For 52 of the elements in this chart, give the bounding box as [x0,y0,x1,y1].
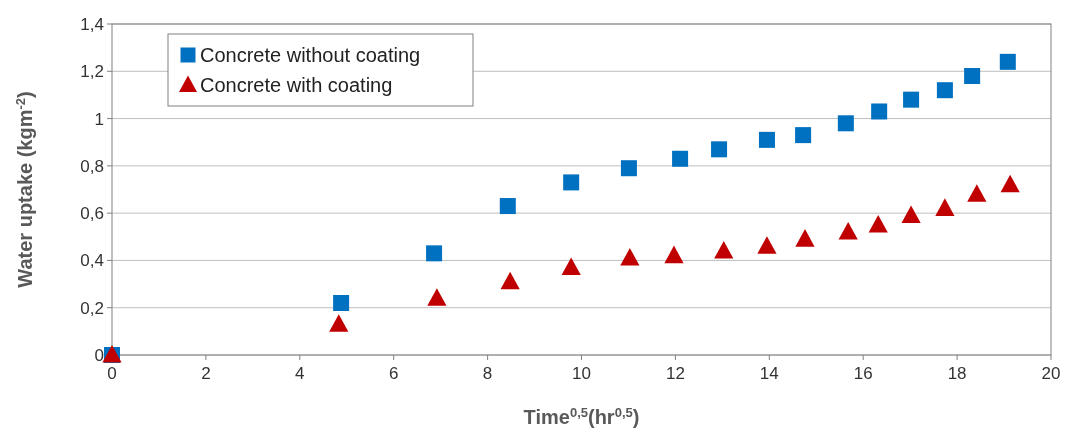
point [620,247,640,266]
point [711,141,728,158]
y-tick-label: 0 [94,345,104,365]
point [837,115,854,132]
point [903,91,920,108]
y-tick-label: 1,4 [80,14,104,34]
point [714,240,734,259]
point [333,294,350,311]
point [901,205,921,224]
point [935,198,955,216]
point [838,221,858,240]
x-tick-label: 20 [1041,364,1061,383]
x-axis-title: Time$^{0,5}$(hr$^{0,5}$) [523,404,640,428]
y-tick-label: 0,6 [80,204,104,224]
x-tick-label: 6 [388,364,399,383]
point [758,131,775,148]
x-tick-label: 16 [853,364,873,383]
x-tick-label: 14 [759,364,779,383]
point [563,174,580,191]
y-tick-label: 1 [94,109,104,129]
x-tick-label: 4 [295,364,305,383]
point [936,82,953,99]
y-tick-label: 0,4 [80,251,104,271]
point [757,236,777,254]
point [561,257,581,276]
point [999,53,1016,70]
point [967,184,987,202]
point [1000,174,1020,193]
x-tick-label: 2 [201,364,211,383]
y-tick-label: 1,2 [80,62,104,82]
point [672,150,689,167]
legend-label: Concrete without coating [200,44,421,66]
point [795,127,812,144]
point [795,229,815,247]
point [664,245,684,264]
x-tick-label: 10 [572,364,591,383]
point [620,160,637,177]
point [329,314,349,332]
x-tick-label: 12 [665,364,685,383]
point [868,214,888,233]
legend-label: Concrete with coating [200,74,393,96]
y-tick-label: 0,2 [80,298,104,318]
x-tick-label: 0 [107,364,117,383]
x-tick-label: 18 [947,364,967,383]
point [871,103,888,120]
point [426,245,443,262]
point [964,68,981,85]
point [499,198,516,215]
point [427,288,447,306]
y-tick-label: 0,8 [80,156,104,176]
x-tick-label: 8 [482,364,493,383]
point [500,271,520,290]
